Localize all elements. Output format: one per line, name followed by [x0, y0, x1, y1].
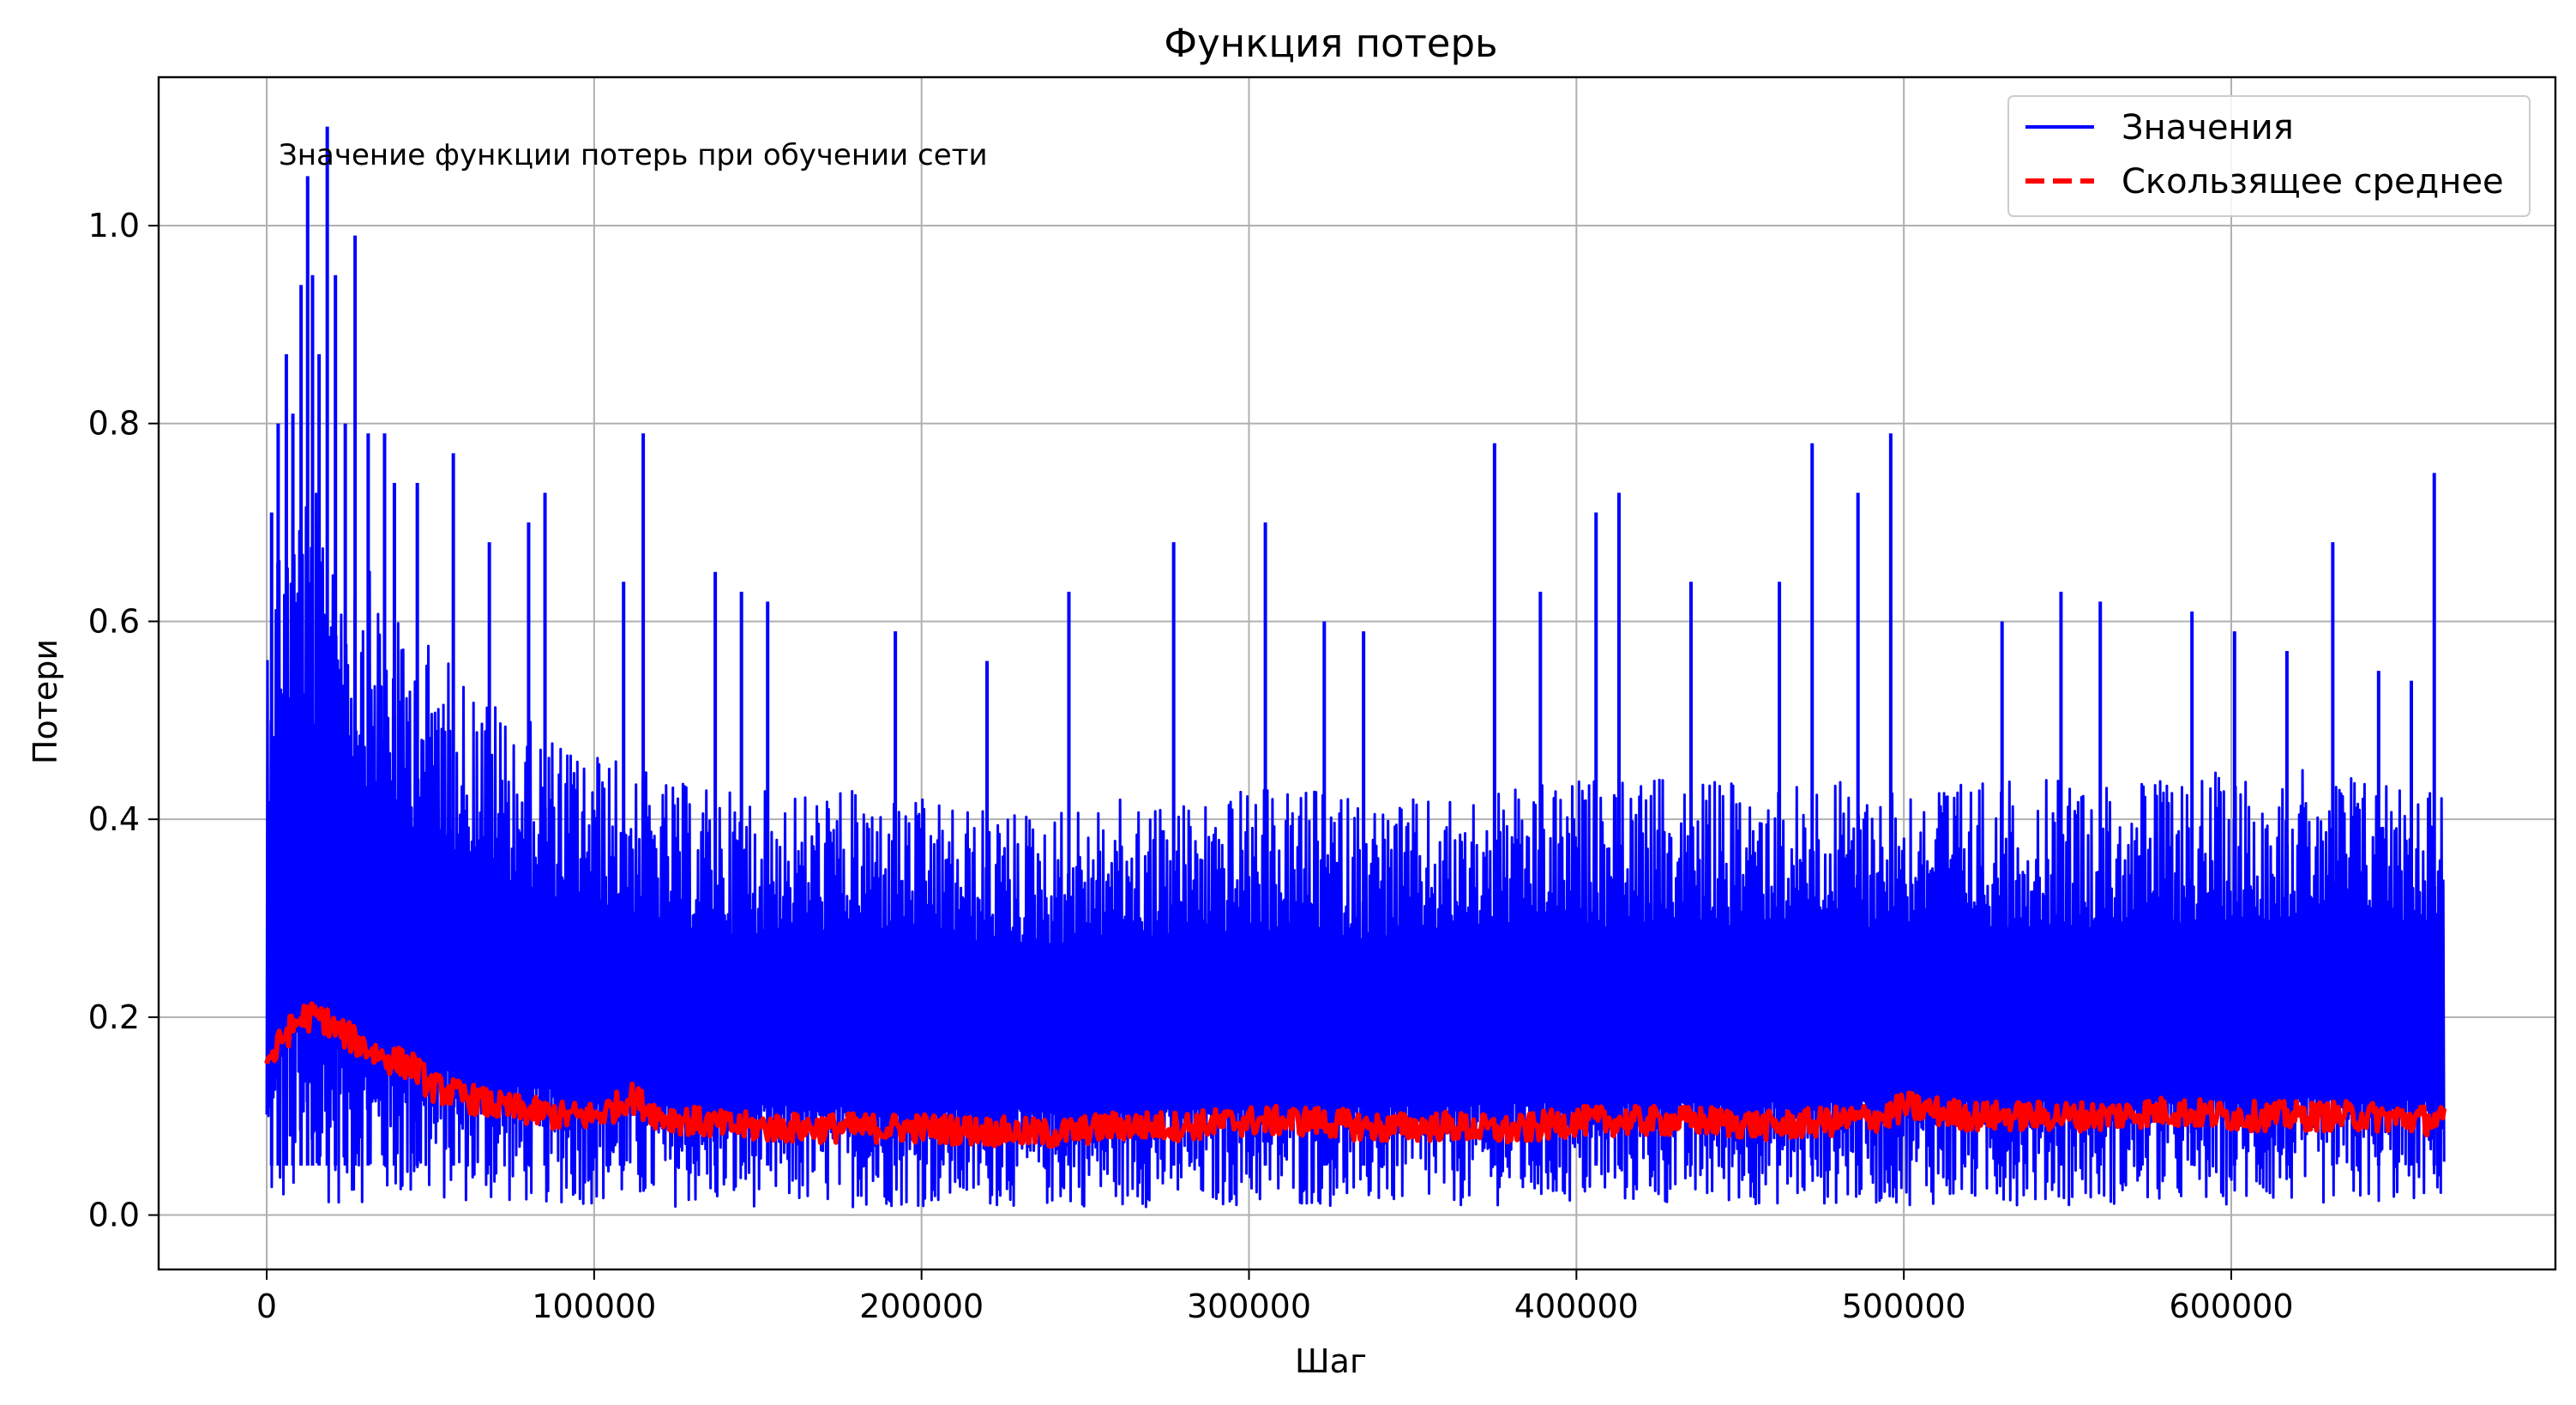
ticks: 0 100000 200000 300000 400000 500000 600000 0.0… [88, 207, 2294, 1325]
x-axis-label: Шаг [1295, 1342, 1367, 1380]
x-tick-label: 300000 [1187, 1287, 1311, 1325]
x-tick-label: 0 [256, 1287, 277, 1325]
legend-box [2007, 95, 2531, 217]
series-moving-average-line [264, 1001, 2447, 1149]
y-tick-label: 1.0 [88, 207, 140, 244]
legend: Значения Скользящее среднее [2007, 95, 2531, 217]
y-tick-label: 0.2 [88, 998, 140, 1036]
series-layer [264, 126, 2447, 1209]
series-values-line [265, 491, 2446, 1209]
legend-label-values: Значения [2122, 108, 2294, 148]
chart-annotation: Значение функции потерь при обучении сет… [279, 138, 988, 172]
chart-title: Функция потерь [1164, 21, 1497, 66]
x-tick-label: 500000 [1842, 1287, 1966, 1325]
x-tick-label: 600000 [2169, 1287, 2293, 1325]
y-tick-label: 0.0 [88, 1197, 140, 1234]
y-tick-label: 0.4 [88, 800, 140, 838]
y-tick-label: 0.8 [88, 405, 140, 443]
axes-frame [157, 75, 2557, 1271]
y-tick-label: 0.6 [88, 602, 140, 640]
y-axis-label: Потери [27, 639, 64, 764]
x-tick-label: 400000 [1514, 1287, 1639, 1325]
x-tick-label: 100000 [532, 1287, 656, 1325]
x-tick-label: 200000 [859, 1287, 984, 1325]
legend-label-moving-average: Скользящее среднее [2122, 162, 2504, 202]
